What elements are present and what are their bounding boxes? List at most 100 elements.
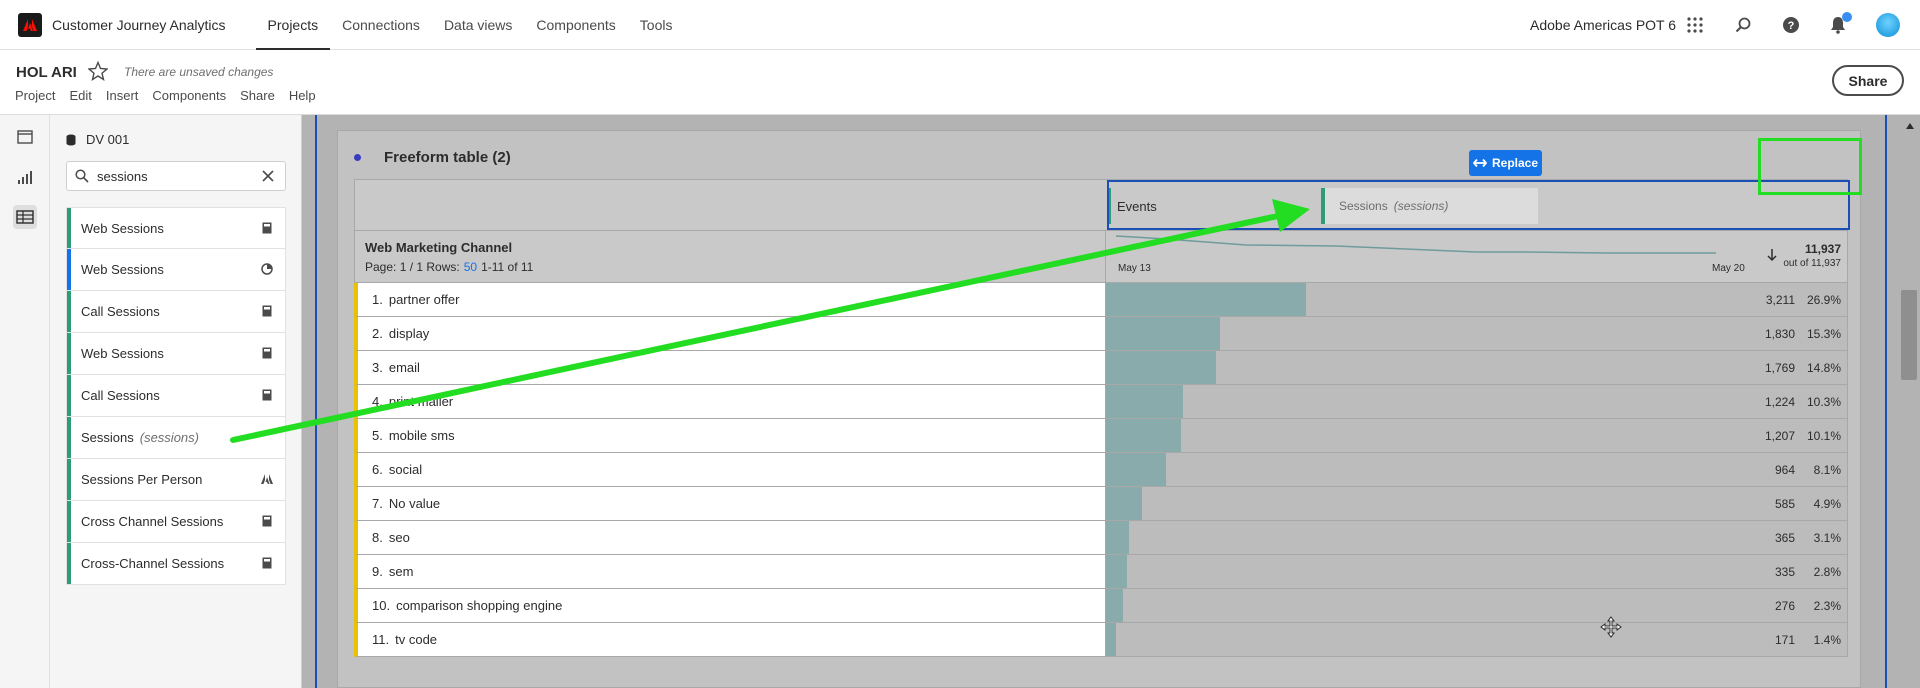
table-row[interactable]: 3. email 1,769 14.8%: [354, 351, 1848, 385]
component-cross-channel-sessions[interactable]: Cross Channel Sessions: [66, 501, 286, 543]
workspace: Freeform table (2) Events Sessions (sess…: [302, 115, 1920, 688]
table-row[interactable]: 11. tv code 171 1.4%: [354, 623, 1848, 657]
table-row[interactable]: 2. display 1,830 15.3%: [354, 317, 1848, 351]
component-web-sessions-segment[interactable]: Web Sessions: [66, 249, 286, 291]
avatar[interactable]: [1876, 13, 1900, 37]
row-metric-cell[interactable]: 365 3.1%: [1106, 521, 1848, 555]
table-row[interactable]: 6. social 964 8.1%: [354, 453, 1848, 487]
row-bar: [1106, 623, 1116, 656]
share-button[interactable]: Share: [1832, 65, 1904, 96]
org-switcher[interactable]: Adobe Americas POT 6: [1530, 17, 1677, 33]
menu-help[interactable]: Help: [288, 88, 316, 103]
panels-icon[interactable]: [13, 125, 37, 149]
row-bar: [1106, 317, 1220, 350]
row-label[interactable]: 4. print mailer: [354, 385, 1106, 419]
calculator-icon: [262, 305, 272, 317]
nav-projects[interactable]: Projects: [255, 0, 331, 50]
visualizations-icon[interactable]: [13, 165, 37, 189]
menu-edit[interactable]: Edit: [69, 88, 92, 103]
row-percent: 8.1%: [1813, 463, 1841, 477]
component-call-sessions[interactable]: Call Sessions: [66, 291, 286, 333]
workspace-scrollbar[interactable]: [1900, 115, 1920, 688]
row-metric-cell[interactable]: 276 2.3%: [1106, 589, 1848, 623]
column-events[interactable]: Events: [1117, 199, 1157, 214]
sort-descending-icon[interactable]: [1766, 248, 1778, 262]
clear-search-icon[interactable]: [261, 169, 275, 183]
row-percent: 1.4%: [1813, 633, 1841, 647]
row-label[interactable]: 5. mobile sms: [354, 419, 1106, 453]
table-row[interactable]: 9. sem 335 2.8%: [354, 555, 1848, 589]
replace-button[interactable]: Replace: [1469, 150, 1542, 176]
components-icon[interactable]: [13, 205, 37, 229]
row-metric-cell[interactable]: 1,207 10.1%: [1106, 419, 1848, 453]
component-web-sessions-2[interactable]: Web Sessions: [66, 333, 286, 375]
component-call-sessions-2[interactable]: Call Sessions: [66, 375, 286, 417]
bell-icon[interactable]: [1828, 15, 1848, 35]
row-label[interactable]: 8. seo: [354, 521, 1106, 555]
calculator-icon: [262, 222, 272, 234]
row-label[interactable]: 11. tv code: [354, 623, 1106, 657]
rows-per-page-link[interactable]: 50: [463, 260, 478, 274]
nav-tools[interactable]: Tools: [639, 16, 673, 33]
notification-badge: [1842, 12, 1852, 22]
nav-data-views[interactable]: Data views: [443, 16, 513, 33]
row-label[interactable]: 1. partner offer: [354, 283, 1106, 317]
table-row[interactable]: 10. comparison shopping engine 276 2.3%: [354, 589, 1848, 623]
component-sessions[interactable]: Sessions (sessions): [66, 417, 286, 459]
row-label[interactable]: 7. No value: [354, 487, 1106, 521]
row-dimension-item: seo: [388, 530, 410, 545]
table-row[interactable]: 5. mobile sms 1,207 10.1%: [354, 419, 1848, 453]
apps-grid-icon[interactable]: [1685, 15, 1705, 35]
scroll-up-icon[interactable]: [1905, 122, 1915, 130]
scrollbar-thumb[interactable]: [1901, 290, 1917, 380]
table-row[interactable]: 4. print mailer 1,224 10.3%: [354, 385, 1848, 419]
nav-connections[interactable]: Connections: [342, 16, 420, 33]
row-label[interactable]: 9. sem: [354, 555, 1106, 589]
row-bar: [1106, 385, 1183, 418]
component-label: Cross-Channel Sessions: [81, 556, 225, 571]
table-row[interactable]: 7. No value 585 4.9%: [354, 487, 1848, 521]
search-icon[interactable]: [1733, 15, 1753, 35]
component-cross-channel-sessions-2[interactable]: Cross-Channel Sessions: [66, 543, 286, 585]
row-metric-cell[interactable]: 964 8.1%: [1106, 453, 1848, 487]
search-icon: [75, 169, 89, 183]
menu-components[interactable]: Components: [152, 88, 227, 103]
move-cursor-icon: [1600, 616, 1622, 638]
app-title[interactable]: Customer Journey Analytics: [52, 16, 226, 33]
table-row[interactable]: 8. seo 365 3.1%: [354, 521, 1848, 555]
menu-project[interactable]: Project: [15, 88, 56, 103]
menu-share[interactable]: Share: [240, 88, 275, 103]
project-title[interactable]: HOL ARI: [16, 64, 77, 81]
row-metric-cell[interactable]: 1,830 15.3%: [1106, 317, 1848, 351]
row-metric-cell[interactable]: 1,769 14.8%: [1106, 351, 1848, 385]
row-label[interactable]: 3. email: [354, 351, 1106, 385]
row-dimension-item: display: [388, 326, 430, 341]
adobe-logo-icon[interactable]: [18, 12, 42, 37]
row-metric-cell[interactable]: 3,211 26.9%: [1106, 283, 1848, 317]
dimension-title[interactable]: Web Marketing Channel: [365, 240, 513, 255]
component-web-sessions[interactable]: Web Sessions: [66, 207, 286, 249]
dragged-sessions-chip[interactable]: Sessions (sessions): [1321, 188, 1538, 224]
row-metric-cell[interactable]: 171 1.4%: [1106, 623, 1848, 657]
segment-icon: [261, 263, 273, 275]
help-icon[interactable]: ?: [1781, 15, 1801, 35]
pagination: Page: 1 / 1 Rows: 50 1-11 of 11: [365, 260, 533, 274]
row-percent: 15.3%: [1806, 327, 1841, 341]
row-label[interactable]: 2. display: [354, 317, 1106, 351]
row-metric-cell[interactable]: 1,224 10.3%: [1106, 385, 1848, 419]
data-view-selector[interactable]: DV 001: [66, 132, 129, 147]
row-label[interactable]: 6. social: [354, 453, 1106, 487]
visualization-title[interactable]: Freeform table (2): [384, 149, 511, 166]
component-search-input[interactable]: [97, 168, 247, 184]
row-metric-cell[interactable]: 335 2.8%: [1106, 555, 1848, 589]
rows-label: Rows:: [426, 260, 460, 274]
menu-insert[interactable]: Insert: [105, 88, 139, 103]
component-sessions-per-person[interactable]: Sessions Per Person: [66, 459, 286, 501]
row-metric-cell[interactable]: 585 4.9%: [1106, 487, 1848, 521]
metric-drop-zone[interactable]: Events Sessions (sessions): [1107, 180, 1850, 230]
row-label[interactable]: 10. comparison shopping engine: [354, 589, 1106, 623]
favorite-star-icon[interactable]: [87, 60, 109, 82]
row-bar: [1106, 419, 1181, 452]
table-row[interactable]: 1. partner offer 3,211 26.9%: [354, 283, 1848, 317]
nav-components[interactable]: Components: [536, 16, 616, 33]
